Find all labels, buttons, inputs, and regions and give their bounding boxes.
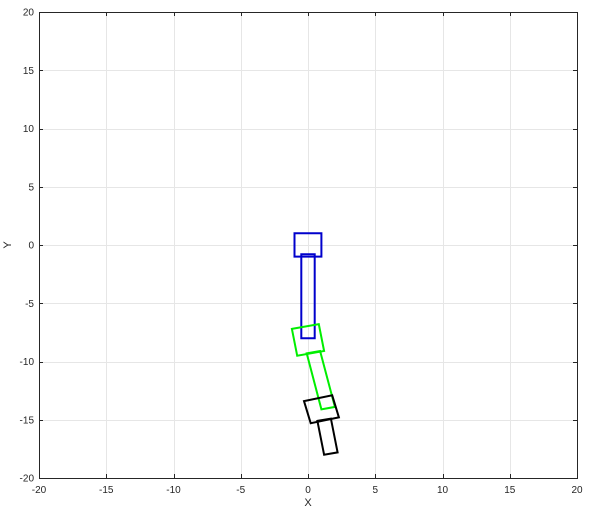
link-2-part-1 [290,323,326,357]
y-tick-label: 15 [23,66,35,77]
grid-layer [39,12,578,479]
y-tick-label: -15 [20,415,35,426]
link-1-part-2 [300,253,316,340]
y-tick-label: 20 [23,8,35,19]
x-tick-label: 15 [504,485,516,496]
link-3-part-1 [302,394,341,425]
y-tick-label: -20 [20,474,35,485]
tick-labels: -20 -15 -10 -5 0 5 10 15 20 -20 -15 -10 -5 0 5 10 15 20 [20,8,583,497]
y-tick-label: 0 [28,241,34,252]
y-tick-label: -10 [20,357,35,368]
x-tick-label: -20 [32,485,47,496]
shapes-layer [290,232,341,456]
y-axis-label: Y [2,241,14,249]
link-1-part-1 [293,232,323,258]
y-tick-label: -5 [25,299,34,310]
x-tick-label: 0 [305,485,311,496]
x-tick-label: 20 [571,485,583,496]
x-tick-label: -5 [236,485,245,496]
x-axis-label: X [304,497,312,507]
y-tick-label: 10 [23,124,35,135]
x-tick-label: 10 [437,485,449,496]
y-tick-label: 5 [28,182,34,193]
x-tick-label: 5 [372,485,378,496]
axes-frame [39,12,578,479]
x-tick-label: -15 [99,485,114,496]
link-3-part-2 [316,417,339,456]
x-tick-label: -10 [166,485,181,496]
